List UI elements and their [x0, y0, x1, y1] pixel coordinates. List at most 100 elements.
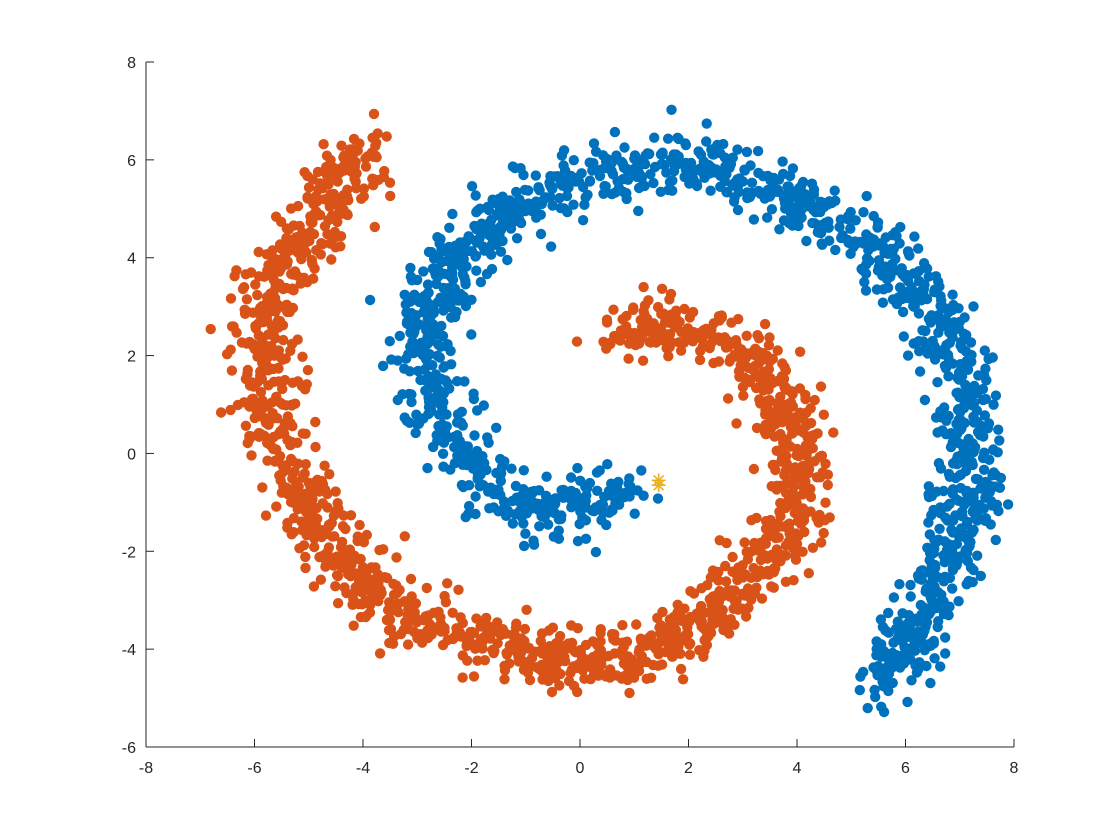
scatter-point-series-1 [953, 596, 964, 607]
scatter-point-series-2 [426, 629, 437, 640]
scatter-point-series-1 [812, 201, 824, 212]
scatter-point-series-1 [554, 192, 565, 204]
scatter-point-series-1 [405, 262, 416, 274]
scatter-point-series-1 [820, 217, 831, 228]
scatter-point-series-2 [792, 444, 804, 456]
scatter-point-series-1 [459, 376, 470, 387]
scatter-point-series-1 [898, 624, 909, 636]
scatter-point-series-2 [468, 627, 480, 639]
scatter-point-series-2 [468, 671, 480, 682]
scatter-point-series-2 [461, 638, 473, 650]
scatter-point-series-1 [477, 241, 489, 252]
scatter-point-series-1 [484, 503, 495, 514]
scatter-point-series-1 [952, 372, 963, 383]
scatter-point-series-2 [818, 527, 829, 539]
scatter-point-series-2 [714, 315, 725, 326]
scatter-point-series-2 [519, 636, 530, 647]
scatter-point-series-1 [452, 430, 463, 441]
scatter-point-series-1 [511, 233, 523, 244]
y-tick-label: -6 [122, 740, 136, 757]
scatter-point-series-2 [643, 295, 654, 306]
scatter-point-series-1 [960, 545, 971, 556]
scatter-point-series-2 [801, 420, 812, 431]
scatter-point-series-1 [430, 369, 441, 380]
scatter-point-series-1 [556, 485, 567, 496]
y-tick-label: -4 [122, 642, 136, 659]
scatter-point-series-2 [225, 344, 236, 355]
scatter-point-series-1 [762, 184, 773, 196]
scatter-point-series-1 [762, 212, 773, 223]
scatter-point-series-2 [742, 554, 754, 565]
scatter-point-series-1 [902, 696, 913, 708]
scatter-point-series-2 [409, 626, 420, 638]
scatter-point-series-1 [961, 519, 972, 530]
scatter-point-series-1 [540, 192, 551, 203]
scatter-point-series-2 [399, 531, 410, 542]
scatter-point-series-2 [447, 607, 458, 618]
scatter-point-series-1 [850, 215, 861, 226]
scatter-point-series-1 [460, 300, 472, 312]
scatter-point-series-1 [859, 276, 870, 288]
scatter-point-series-2 [350, 176, 361, 187]
scatter-point-series-1 [558, 145, 570, 156]
scatter-point-series-2 [775, 556, 786, 567]
scatter-point-series-1 [469, 430, 480, 441]
scatter-point-series-2 [713, 575, 724, 586]
scatter-point-series-1 [454, 237, 466, 248]
scatter-point-series-1 [766, 204, 778, 215]
scatter-point-series-1 [878, 681, 889, 692]
scatter-point-series-2 [595, 627, 606, 639]
scatter-point-series-2 [605, 664, 616, 675]
scatter-point-series-1 [1002, 499, 1014, 510]
scatter-point-series-2 [800, 393, 811, 405]
scatter-point-series-1 [515, 217, 527, 229]
scatter-point-series-2 [787, 473, 798, 485]
scatter-point-series-1 [968, 564, 979, 576]
scatter-point-series-2 [384, 597, 395, 608]
scatter-point-series-2 [543, 675, 554, 687]
scatter-point-series-1 [872, 222, 883, 233]
plot-area [205, 104, 1014, 718]
scatter-point-series-2 [724, 618, 736, 629]
scatter-point-series-1 [432, 296, 444, 308]
scatter-point-series-2 [278, 428, 290, 439]
scatter-point-series-1 [407, 343, 418, 355]
scatter-point-series-1 [459, 272, 470, 283]
scatter-point-series-2 [679, 303, 690, 315]
scatter-point-series-2 [672, 599, 683, 610]
scatter-point-series-1 [972, 515, 983, 526]
scatter-point-series-2 [715, 335, 726, 347]
scatter-point-series-1 [541, 471, 552, 482]
scatter-point-series-2 [270, 277, 281, 288]
scatter-point-series-2 [373, 596, 384, 607]
scatter-point-series-1 [964, 389, 976, 401]
scatter-point-series-1 [898, 331, 909, 342]
scatter-point-series-2 [477, 636, 488, 648]
scatter-point-series-2 [822, 469, 834, 480]
scatter-point-series-2 [368, 108, 380, 120]
scatter-point-series-1 [887, 650, 899, 661]
scatter-point-series-2 [360, 161, 372, 172]
scatter-point-series-1 [465, 233, 476, 244]
scatter-point-series-1 [672, 132, 683, 143]
scatter-point-series-1 [386, 354, 397, 365]
scatter-point-series-2 [285, 345, 296, 356]
scatter-point-series-2 [308, 581, 320, 592]
scatter-point-series-2 [731, 418, 742, 429]
scatter-point-series-2 [340, 157, 351, 168]
scatter-point-series-2 [780, 399, 791, 411]
scatter-point-series-1 [972, 474, 984, 485]
scatter-point-series-1 [784, 185, 795, 196]
scatter-point-series-2 [381, 572, 393, 584]
scatter-point-series-1 [732, 144, 743, 155]
scatter-point-series-1 [673, 158, 684, 170]
scatter-point-series-1 [953, 495, 964, 506]
scatter-point-series-1 [927, 343, 938, 354]
scatter-point-series-2 [812, 428, 823, 439]
scatter-point-series-2 [260, 510, 272, 521]
scatter-point-series-1 [535, 209, 546, 220]
scatter-point-series-2 [571, 336, 583, 347]
scatter-point-series-2 [356, 193, 367, 204]
scatter-point-series-1 [648, 177, 659, 189]
scatter-point-series-1 [572, 172, 583, 183]
